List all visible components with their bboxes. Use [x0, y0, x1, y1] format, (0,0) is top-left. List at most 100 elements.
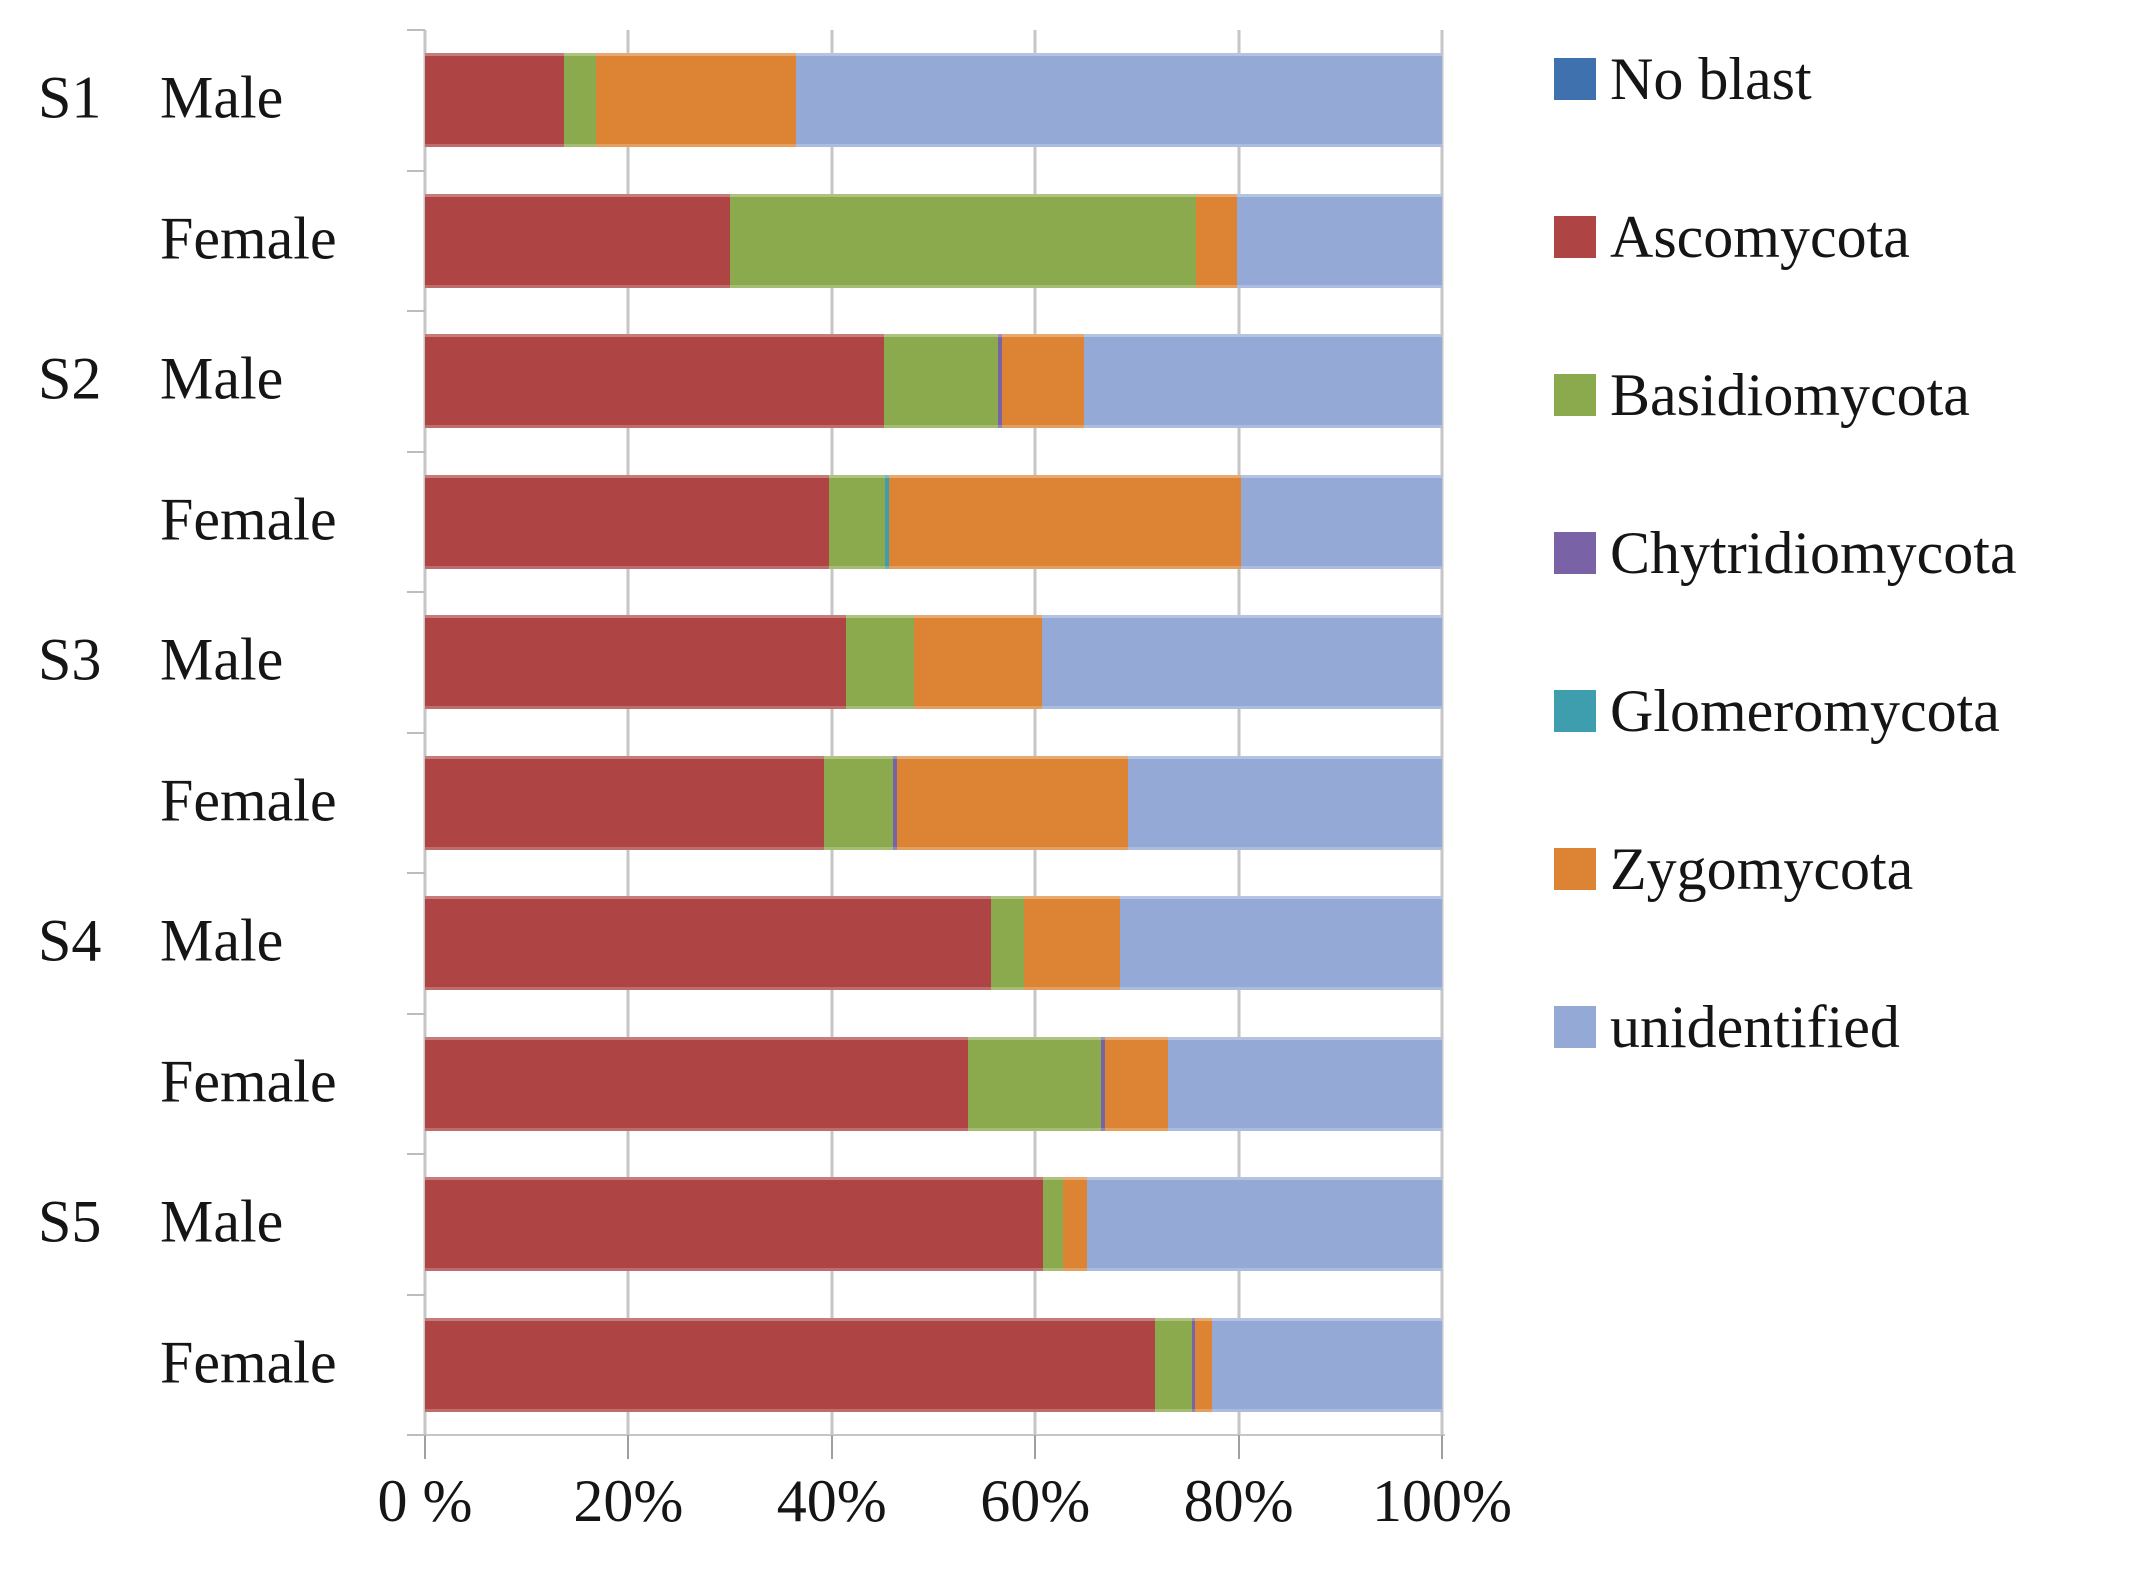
legend-item-glomeromycota: Glomeromycota — [1554, 678, 2017, 744]
y-axis-tick — [407, 450, 425, 453]
bar-segment-basidiomycota — [883, 334, 998, 429]
y-axis-tick — [407, 169, 425, 172]
bar-segment-ascomycota — [425, 193, 731, 288]
legend-swatch-zygomycota — [1554, 848, 1596, 890]
category-label-s5-female: Female — [160, 1329, 337, 1396]
bar-segment-ascomycota — [425, 1177, 1044, 1272]
legend-swatch-chytridiomycota — [1554, 532, 1596, 574]
y-axis-tick — [407, 1434, 425, 1436]
category-group-label-s3: S3 — [38, 626, 102, 693]
category-label-s5-male: Male — [160, 1188, 284, 1255]
x-axis-tick-20 — [627, 1435, 630, 1459]
x-axis-label-80: 80% — [1183, 1468, 1294, 1534]
bar-segment-basidiomycota — [968, 1036, 1102, 1131]
y-axis-tick — [407, 591, 425, 593]
legend-label-ascomycota: Ascomycota — [1610, 204, 1910, 270]
bar-segment-unidentified — [1083, 334, 1442, 429]
category-group-label-s2: S2 — [38, 345, 102, 412]
bar-row-s5-male — [425, 1177, 1442, 1272]
gridline-100 — [1440, 30, 1444, 1435]
legend-swatch-glomeromycota — [1554, 690, 1596, 732]
bar-row-s3-male — [425, 615, 1442, 710]
bar-segment-unidentified — [1119, 896, 1442, 991]
bar-segment-zygomycota — [1024, 896, 1120, 991]
bar-segment-zygomycota — [1062, 1177, 1088, 1272]
legend-swatch-no-blast — [1554, 58, 1596, 100]
legend-swatch-unidentified — [1554, 1006, 1596, 1048]
bar-segment-chytridiomycota — [1191, 1317, 1195, 1412]
bar-row-s2-male — [425, 334, 1442, 429]
bar-segment-chytridiomycota — [892, 755, 897, 850]
bar-segment-basidiomycota — [1155, 1317, 1192, 1412]
legend-swatch-ascomycota — [1554, 216, 1596, 258]
x-axis-label-20: 20% — [573, 1468, 684, 1534]
x-axis-line — [425, 1434, 1445, 1436]
bar-row-s2-female — [425, 474, 1442, 569]
category-label-s4-male: Male — [160, 907, 284, 974]
bar-segment-basidiomycota — [828, 474, 885, 569]
legend-label-chytridiomycota: Chytridiomycota — [1610, 520, 2017, 586]
bar-row-s3-female — [425, 755, 1442, 850]
x-axis-tick-40 — [830, 1435, 833, 1459]
plot-area — [423, 30, 1444, 1435]
category-label-s3-male: Male — [160, 626, 284, 693]
bar-segment-basidiomycota — [991, 896, 1024, 991]
bar-segment-unidentified — [796, 53, 1442, 148]
y-axis-tick — [407, 1012, 425, 1015]
y-axis-tick — [407, 731, 425, 734]
legend-item-basidiomycota: Basidiomycota — [1554, 362, 2017, 428]
bar-segment-basidiomycota — [846, 615, 915, 710]
gridline-60 — [1033, 30, 1037, 1435]
bar-segment-ascomycota — [425, 334, 884, 429]
x-axis-label-40: 40% — [776, 1468, 887, 1534]
bar-segment-ascomycota — [425, 474, 829, 569]
bar-segment-unidentified — [1168, 1036, 1442, 1131]
bar-segment-unidentified — [1240, 474, 1442, 569]
bar-segment-zygomycota — [1194, 1317, 1213, 1412]
x-axis-tick-60 — [1034, 1435, 1037, 1459]
bar-segment-basidiomycota — [564, 53, 596, 148]
category-group-label-s1: S1 — [38, 64, 102, 131]
y-axis-tick — [407, 1153, 425, 1155]
bar-segment-zygomycota — [888, 474, 1241, 569]
bar-segment-zygomycota — [896, 755, 1128, 850]
bar-segment-zygomycota — [595, 53, 797, 148]
category-group-label-s5: S5 — [38, 1188, 102, 1255]
category-group-label-s4: S4 — [38, 907, 102, 974]
legend-label-glomeromycota: Glomeromycota — [1610, 678, 2000, 744]
bar-segment-zygomycota — [1105, 1036, 1169, 1131]
category-label-s2-male: Male — [160, 345, 284, 412]
y-axis-tick — [407, 310, 425, 312]
legend-item-unidentified: unidentified — [1554, 994, 2017, 1060]
bar-segment-basidiomycota — [823, 755, 893, 850]
gridline-80 — [1237, 30, 1241, 1435]
legend-item-no-blast: No blast — [1554, 46, 2017, 112]
bar-segment-unidentified — [1127, 755, 1442, 850]
x-axis-label-100: 100% — [1372, 1468, 1512, 1534]
bar-row-s5-female — [425, 1317, 1442, 1412]
x-axis-tick-80 — [1237, 1435, 1240, 1459]
bar-segment-ascomycota — [425, 1317, 1156, 1412]
legend-label-zygomycota: Zygomycota — [1610, 836, 1914, 902]
category-label-s3-female: Female — [160, 767, 337, 834]
gridline-0 — [423, 30, 427, 1435]
legend-item-ascomycota: Ascomycota — [1554, 204, 2017, 270]
bar-segment-unidentified — [1236, 193, 1442, 288]
legend-swatch-basidiomycota — [1554, 374, 1596, 416]
bar-segment-ascomycota — [425, 53, 565, 148]
legend-item-chytridiomycota: Chytridiomycota — [1554, 520, 2017, 586]
category-label-s1-male: Male — [160, 64, 284, 131]
bar-segment-zygomycota — [914, 615, 1043, 710]
bar-segment-ascomycota — [425, 755, 824, 850]
bar-segment-basidiomycota — [1043, 1177, 1063, 1272]
bar-row-s1-male — [425, 53, 1442, 148]
legend-item-zygomycota: Zygomycota — [1554, 836, 2017, 902]
bar-segment-chytridiomycota — [1101, 1036, 1106, 1131]
category-label-s1-female: Female — [160, 205, 337, 272]
bar-segment-unidentified — [1042, 615, 1442, 710]
x-axis-label-0: 0 % — [377, 1468, 473, 1534]
category-label-s4-female: Female — [160, 1048, 337, 1115]
bar-row-s4-male — [425, 896, 1442, 991]
bar-row-s4-female — [425, 1036, 1442, 1131]
